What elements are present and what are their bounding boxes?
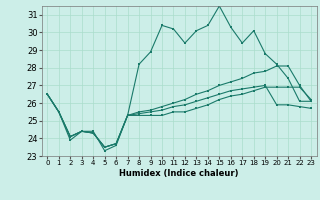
X-axis label: Humidex (Indice chaleur): Humidex (Indice chaleur)	[119, 169, 239, 178]
